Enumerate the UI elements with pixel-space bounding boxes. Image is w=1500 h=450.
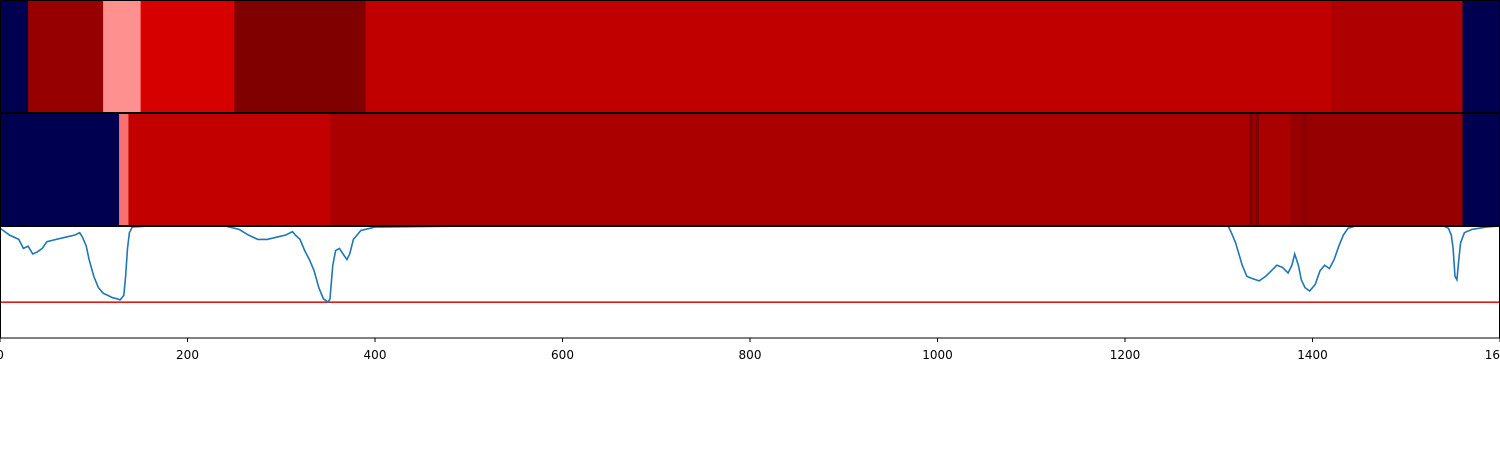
x-tick-label: 0 xyxy=(0,348,4,362)
x-tick-label: 1000 xyxy=(922,348,953,362)
x-tick-label: 800 xyxy=(739,348,762,362)
heatmap-segment xyxy=(1462,114,1500,225)
heatmap-segment xyxy=(1331,1,1464,112)
heatmap-segment xyxy=(0,1,29,112)
heatmap-segment xyxy=(28,1,104,112)
heatmap-segment xyxy=(1303,114,1307,225)
x-tick-label: 1400 xyxy=(1297,348,1328,362)
heatmap-segment xyxy=(330,114,1251,225)
heatmap-segment xyxy=(1249,114,1254,225)
heatmap-segment xyxy=(1252,114,1256,225)
x-tick-label: 600 xyxy=(551,348,574,362)
heatmap-segment xyxy=(103,1,142,112)
heatmap-segment xyxy=(140,1,235,112)
top-heatmap-track xyxy=(0,1,1500,112)
heatmap-segment xyxy=(365,1,1332,112)
heatmap-segment xyxy=(128,114,331,225)
x-tick-label: 1600 xyxy=(1485,348,1500,362)
heatmap-segment xyxy=(119,114,130,225)
x-tick-label: 200 xyxy=(176,348,199,362)
heatmap-segment xyxy=(1259,114,1291,225)
x-tick-label: 1200 xyxy=(1110,348,1141,362)
heatmap-segment xyxy=(1290,114,1304,225)
heatmap-segment xyxy=(234,1,367,112)
bottom-line-plot xyxy=(0,226,1500,304)
heatmap-segment xyxy=(1305,114,1464,225)
signal-series-line xyxy=(0,226,1500,304)
x-tick-label: 400 xyxy=(364,348,387,362)
heatmap-segment xyxy=(0,114,120,225)
x-axis: 0 200 400 600 800 1000 1200 1400 1600 xyxy=(0,338,1500,362)
middle-heatmap-track xyxy=(0,114,1500,225)
heatmap-segment xyxy=(1462,1,1500,112)
heatmap-segment xyxy=(1255,114,1260,225)
